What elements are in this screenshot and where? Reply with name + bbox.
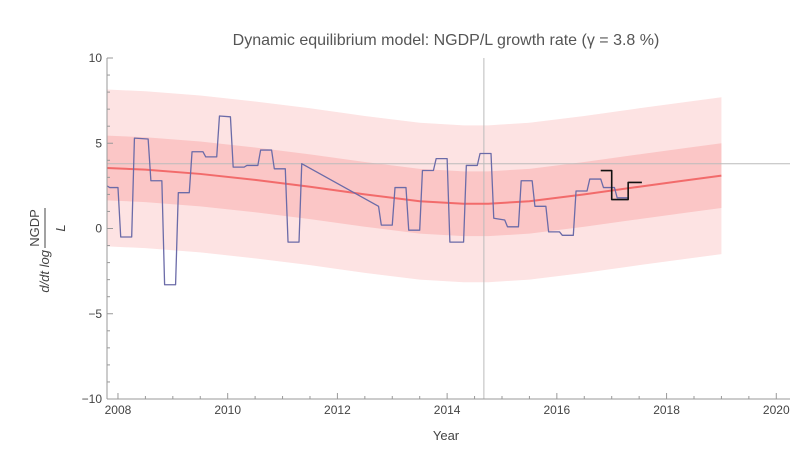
inner-error-band <box>107 135 722 237</box>
y-tick-label: −5 <box>88 307 102 321</box>
y-tick-label: 0 <box>95 222 102 236</box>
x-tick-label: 2008 <box>105 403 132 417</box>
x-tick-label: 2016 <box>543 403 570 417</box>
x-tick-label: 2010 <box>214 403 241 417</box>
x-axis-label: Year <box>433 428 460 443</box>
x-tick-label: 2012 <box>324 403 351 417</box>
series-line <box>600 169 642 201</box>
y-tick-label: 10 <box>89 51 103 65</box>
model-bands <box>107 89 722 283</box>
y-axis-label-numerator: NGDP <box>27 209 42 247</box>
y-tick-label: −10 <box>82 392 103 406</box>
x-tick-label: 2018 <box>653 403 680 417</box>
series-line <box>106 115 629 286</box>
y-axis-label-denominator: L <box>53 224 68 231</box>
series-recent-data <box>600 169 642 201</box>
reference-lines <box>107 58 790 399</box>
series-layer <box>106 115 722 286</box>
x-tick-label: 2020 <box>763 403 790 417</box>
x-tick-label: 2014 <box>434 403 461 417</box>
y-axis-label: d/dt log NGDP L <box>27 208 68 293</box>
series-data <box>106 115 629 286</box>
axes: 2008 2010 2012 2014 2016 2018 2020 −10 −5 0 5 10 <box>82 51 790 417</box>
y-tick-label: 5 <box>95 136 102 150</box>
y-axis-label-operator: d/dt log <box>37 249 52 292</box>
chart-title: Dynamic equilibrium model: NGDP/L growth… <box>233 32 660 49</box>
model-curve <box>106 166 722 205</box>
